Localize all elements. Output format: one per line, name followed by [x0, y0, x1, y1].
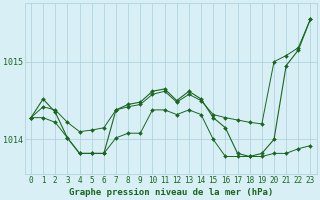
X-axis label: Graphe pression niveau de la mer (hPa): Graphe pression niveau de la mer (hPa)	[68, 188, 273, 197]
